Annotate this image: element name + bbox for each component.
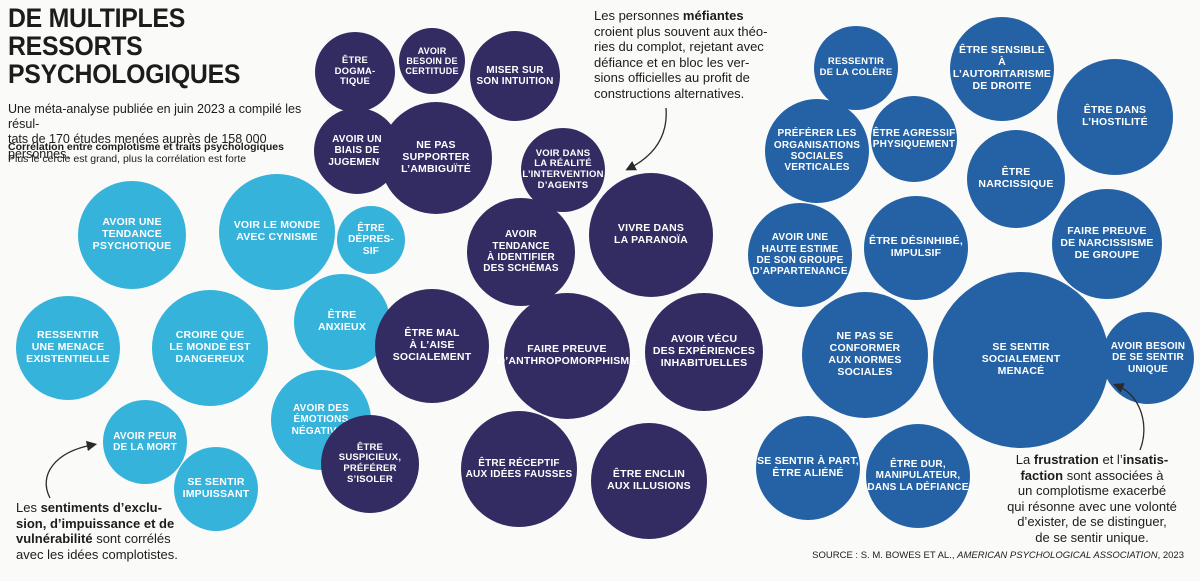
bubble-label: Être enclin aux illusions — [607, 468, 691, 492]
bubble-label: Être dogma- tique — [334, 54, 376, 88]
bubble-label: Avoir vécu des expériences inhabituelles — [652, 333, 756, 369]
bubble-23: Être enclin aux illusions — [591, 423, 707, 539]
bubble-25: Être sensible à l’autoritarisme de droit… — [950, 17, 1054, 121]
bubble-15: Voir dans la réalité l’intervention d’ag… — [521, 128, 605, 212]
bubble-4: Être anxieux — [294, 274, 390, 370]
bubble-label: Se sentir socialement menacé — [981, 341, 1061, 377]
bubble-14: Ne pas supporter l’ambiguïté — [380, 102, 492, 214]
bubble-label: Voir le monde avec cynisme — [233, 219, 321, 243]
bubble-label: Être dans l’hostilité — [1082, 104, 1148, 128]
bubble-label: Avoir besoin de certitude — [405, 45, 459, 77]
bubble-label: Être narcissique — [978, 166, 1054, 190]
bubble-29: Être narcissique — [967, 130, 1065, 228]
bubble-label: Avoir tendance à identifier des schémas — [483, 229, 559, 275]
bubble-label: Ressentir de la colère — [819, 56, 893, 78]
bubble-label: Faire preuve de narcissisme de groupe — [1060, 225, 1154, 261]
bubble-label: Miser sur son intuition — [476, 64, 554, 87]
bubble-label: Être désinhibé, impulsif — [868, 235, 963, 259]
bubble-label: Faire preuve d’anthropomorphisme — [497, 343, 637, 367]
bubble-37: Être dur, manipulateur, dans la défiance — [866, 424, 970, 528]
bubble-31: Être désinhibé, impulsif — [864, 196, 968, 300]
bubble-label: Ne pas se conformer aux normes sociales — [828, 330, 902, 378]
bubble-5: Ressentir une menace existentielle — [16, 296, 120, 400]
bubble-21: Être suspicieux, préférer s’isoler — [321, 415, 419, 513]
arrow-frustration — [1113, 383, 1145, 451]
bubble-32: Faire preuve de narcissisme de groupe — [1052, 189, 1162, 299]
bubble-label: Être suspicieux, préférer s’isoler — [338, 441, 402, 485]
bubble-label: Être mal à l’aise socialement — [392, 327, 472, 363]
bubble-26: Être dans l’hostilité — [1057, 59, 1173, 175]
legend-title: Corrélation entre complotisme et traits … — [8, 141, 284, 153]
bubble-label: Être dur, manipulateur, dans la défiance — [867, 459, 969, 493]
bubble-8: Avoir peur de la mort — [103, 400, 187, 484]
bubble-10: Être dogma- tique — [315, 32, 395, 112]
bubble-33: Ne pas se conformer aux normes sociales — [802, 292, 928, 418]
source-credit: SOURCE : S. M. BOWES ET AL., AMERICAN PS… — [812, 550, 1184, 561]
bubble-9: Se sentir impuissant — [174, 447, 258, 531]
bubble-17: Vivre dans la paranoïa — [589, 173, 713, 297]
bubble-label: Être réceptif aux idées fausses — [465, 457, 573, 480]
bubble-label: Avoir une haute estime de son groupe d’a… — [752, 232, 848, 278]
bubble-24: Ressentir de la colère — [814, 26, 898, 110]
bubble-label: Avoir besoin de se sentir unique — [1110, 341, 1186, 375]
bubble-19: Faire preuve d’anthropomorphisme — [497, 293, 636, 419]
bubble-2: Voir le monde avec cynisme — [219, 174, 335, 290]
bubble-1: Avoir une tendance psychotique — [78, 181, 186, 289]
bubble-22: Être réceptif aux idées fausses — [461, 411, 577, 527]
legend-subtitle: Plus le cercle est grand, plus la corrél… — [8, 153, 247, 165]
bubble-11: Avoir besoin de certitude — [399, 28, 465, 94]
bubble-label: Avoir un biais de jugement — [328, 134, 386, 168]
bubble-label: Voir dans la réalité l’intervention d’ag… — [522, 147, 604, 191]
bubble-6: Croire que le monde est dangereux — [152, 290, 268, 406]
annotation-exclusion: Les sentiments d’exclu- sion, d’impuissa… — [16, 500, 178, 562]
bubble-label: Être agressif physiquement — [872, 127, 956, 150]
bubble-label: Préférer les organisations sociales vert… — [773, 128, 861, 174]
bubble-34: Se sentir socialement menacé — [933, 272, 1109, 448]
intro-text: Une méta-analyse publiée en juin 2023 a … — [8, 102, 302, 161]
bubble-label: Se sentir à part, être aliéné — [757, 455, 859, 479]
bubble-30: Avoir une haute estime de son groupe d’a… — [748, 203, 852, 307]
bubble-label: Être anxieux — [317, 309, 367, 333]
annotation-frustration: La frustration et l’insatis- faction son… — [1007, 452, 1177, 545]
bubble-36: Se sentir à part, être aliéné — [756, 416, 860, 520]
bubble-12: Miser sur son intuition — [470, 31, 560, 121]
bubble-28: Être agressif physiquement — [871, 96, 957, 182]
bubble-label: Être dépres- sif — [348, 223, 394, 257]
arrow-mefiantes — [625, 107, 667, 171]
bubble-label: Avoir une tendance psychotique — [92, 216, 172, 252]
bubble-label: Croire que le monde est dangereux — [169, 329, 251, 365]
bubble-27: Préférer les organisations sociales vert… — [765, 99, 869, 203]
arrow-exclusion — [45, 440, 98, 499]
bubble-18: Être mal à l’aise socialement — [375, 289, 489, 403]
bubble-label: Avoir peur de la mort — [113, 430, 177, 453]
bubble-label: Ne pas supporter l’ambiguïté — [401, 139, 471, 175]
bubble-label: Ressentir une menace existentielle — [26, 329, 110, 365]
bubble-16: Avoir tendance à identifier des schémas — [467, 198, 575, 306]
bubble-label: Vivre dans la paranoïa — [614, 222, 688, 246]
bubble-label: Avoir des émotions négatives — [291, 403, 351, 437]
bubble-3: Être dépres- sif — [337, 206, 405, 274]
bubble-label: Se sentir impuissant — [182, 476, 250, 500]
bubble-label: Être sensible à l’autoritarisme de droit… — [952, 44, 1052, 92]
annotation-mefiantes: Les personnes méfiantes croient plus sou… — [594, 8, 768, 101]
bubble-20: Avoir vécu des expériences inhabituelles — [645, 293, 763, 411]
page-title: DE MULTIPLES RESSORTS PSYCHOLOGIQUES — [8, 3, 241, 89]
